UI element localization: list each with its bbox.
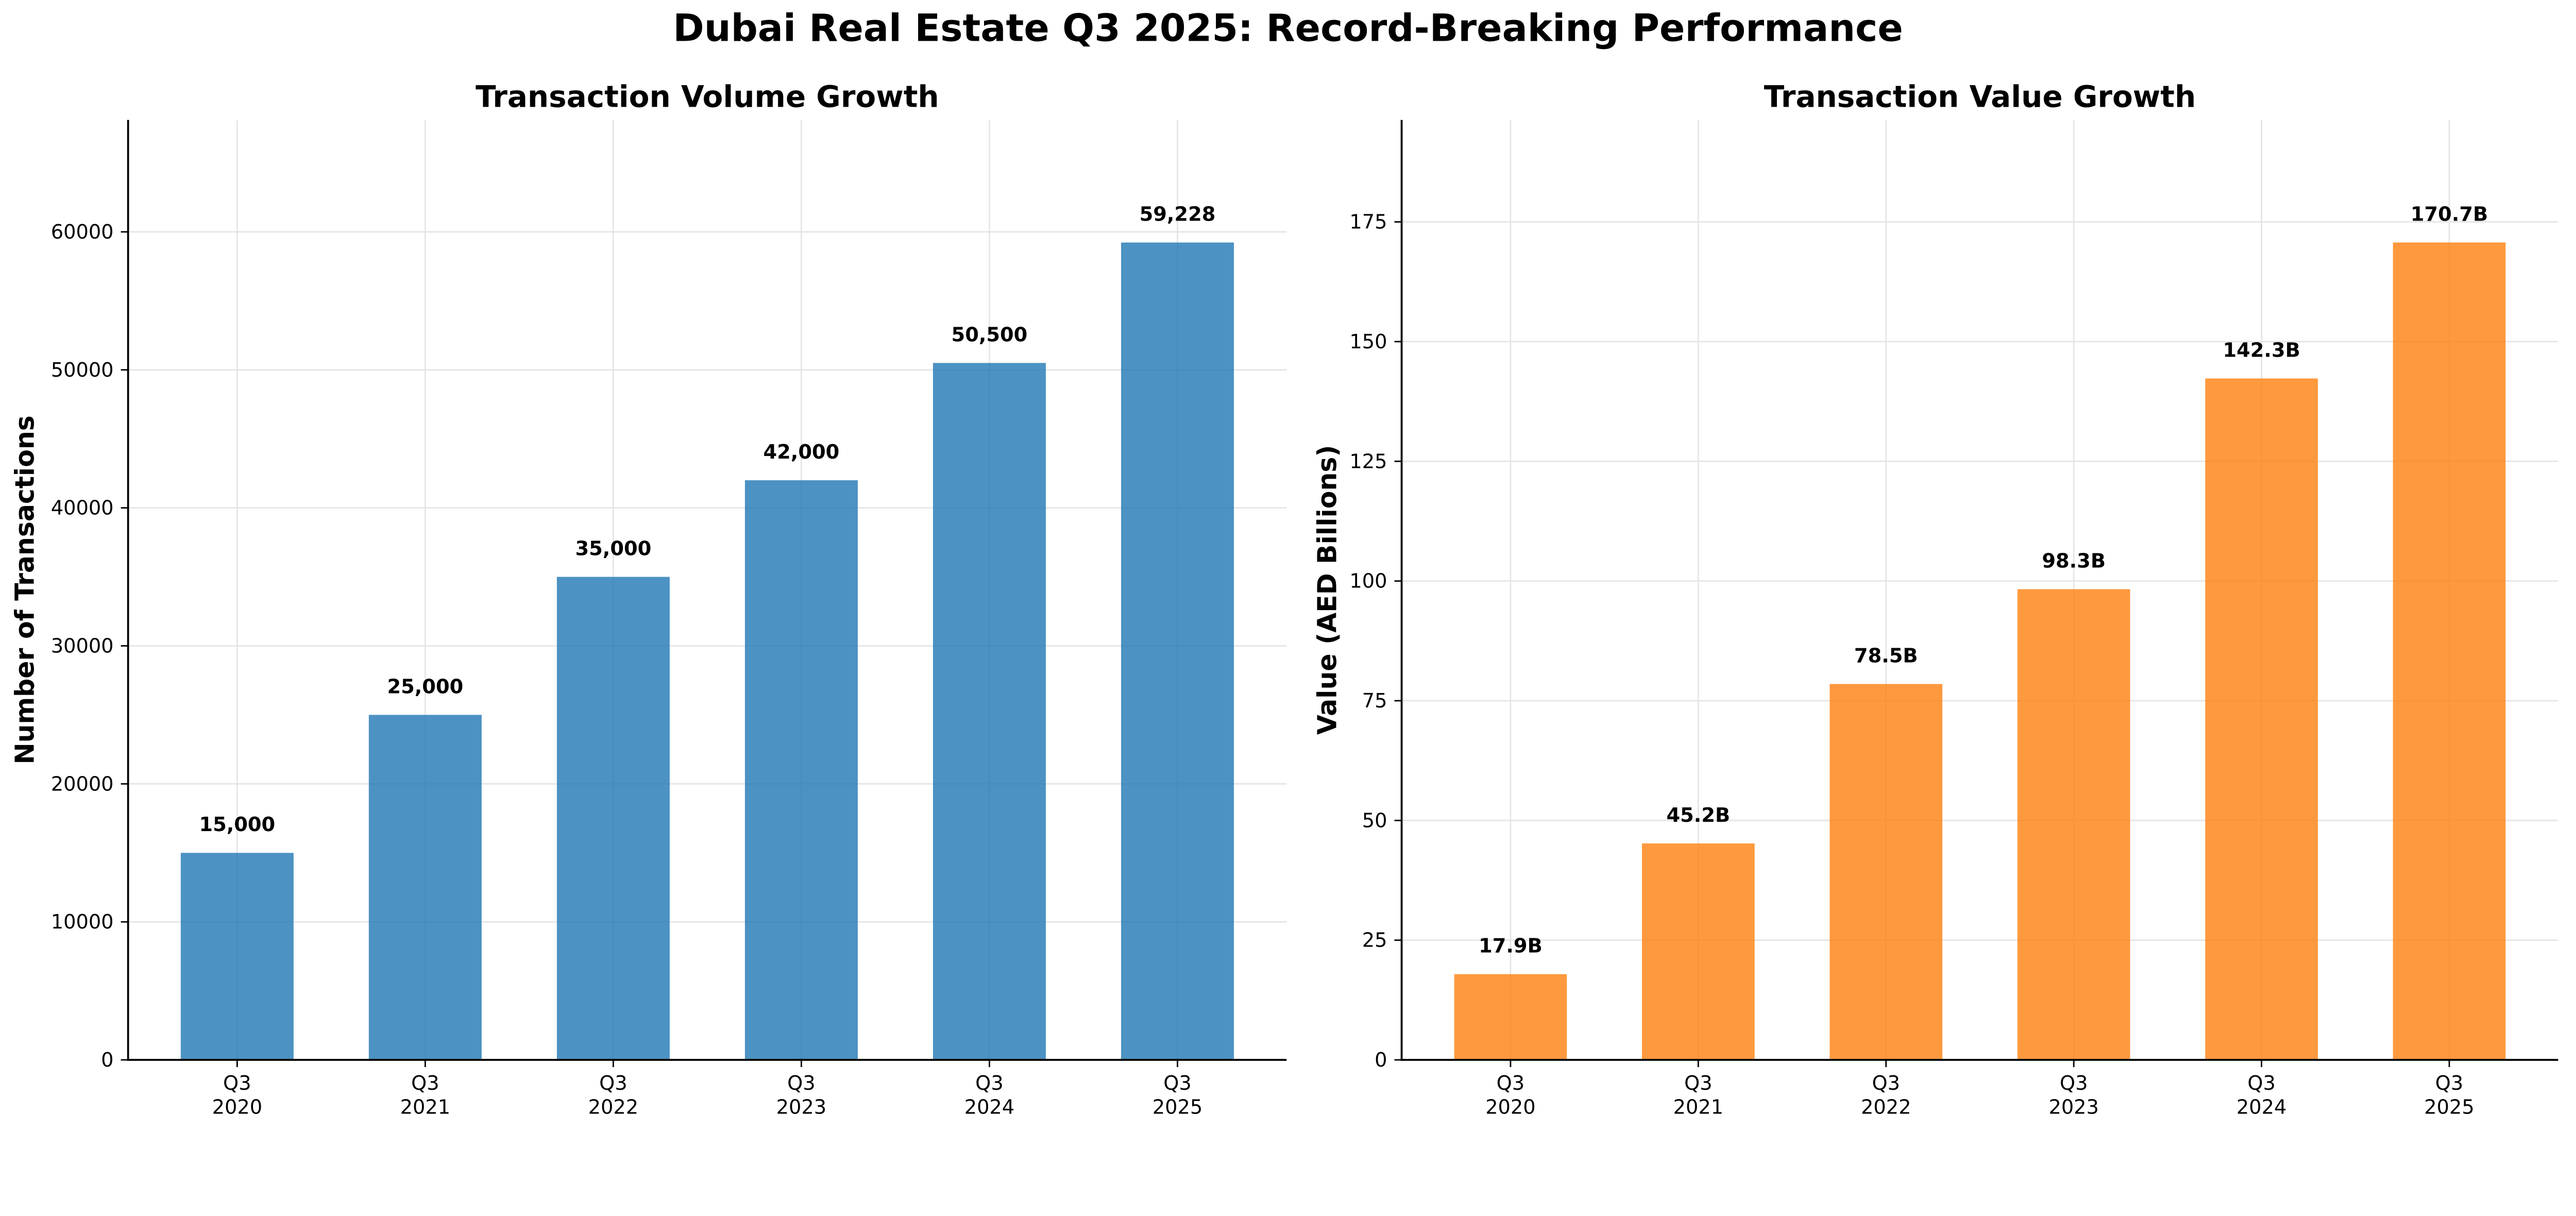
value-data-label: 170.7B [2411, 203, 2488, 226]
volume-bar [1121, 242, 1234, 1060]
value-data-label: 78.5B [1854, 644, 1918, 667]
volume-x-tick-label-line: Q3 [411, 1072, 439, 1095]
value-y-tick-label: 150 [1349, 330, 1387, 353]
volume-x-tick-label-line: Q3 [1163, 1072, 1192, 1095]
volume-y-tick-label: 20000 [51, 772, 114, 796]
volume-bar [933, 363, 1046, 1060]
volume-x-tick-label-line: 2024 [964, 1096, 1014, 1119]
value-bar [2205, 378, 2318, 1060]
value-y-tick-label: 100 [1349, 570, 1387, 593]
volume-chart-title: Transaction Volume Growth [476, 79, 939, 114]
value-data-label: 45.2B [1667, 804, 1731, 827]
volume-x-tick-label: Q3 2020 [212, 1072, 262, 1119]
volume-bar [368, 715, 482, 1060]
value-x-tick-label-line: Q3 [1684, 1072, 1713, 1095]
volume-y-tick-label: 50000 [51, 359, 114, 382]
value-bar [1454, 974, 1567, 1060]
value-x-tick-label-line: Q3 [2060, 1072, 2088, 1095]
volume-data-label: 25,000 [387, 675, 463, 698]
value-chart: Transaction Value Growth Value (AED Bill… [1312, 79, 2558, 1119]
volume-x-tick-label-line: 2022 [588, 1096, 638, 1119]
volume-x-tick-label-line: 2025 [1153, 1096, 1202, 1119]
value-chart-title: Transaction Value Growth [1764, 79, 2196, 114]
volume-x-tick-label-line: 2023 [776, 1096, 826, 1119]
value-x-tick-label: Q3 2024 [2236, 1072, 2286, 1119]
value-bar [1642, 843, 1755, 1060]
value-x-tick-label: Q3 2021 [1673, 1072, 1723, 1119]
figure-suptitle: Dubai Real Estate Q3 2025: Record-Breaki… [673, 6, 1903, 50]
value-x-tick-label-line: Q3 [2435, 1072, 2464, 1095]
value-y-tick-label: 175 [1349, 211, 1387, 234]
value-bar [2017, 589, 2130, 1060]
value-data-label: 17.9B [1479, 935, 1543, 958]
volume-x-tick-label-line: Q3 [787, 1072, 816, 1095]
value-x-tick-label-line: Q3 [2247, 1072, 2276, 1095]
value-x-tick-label-line: 2022 [1861, 1096, 1911, 1119]
value-x-tick-label: Q3 2022 [1861, 1072, 1911, 1119]
value-x-tick-label-line: Q3 [1497, 1072, 1525, 1095]
volume-x-tick-label: Q3 2025 [1153, 1072, 1202, 1119]
value-x-tick-label-line: Q3 [1872, 1072, 1901, 1095]
value-x-tick-label-line: 2024 [2236, 1096, 2286, 1119]
volume-x-tick-label: Q3 2022 [588, 1072, 638, 1119]
value-bar [1829, 684, 1943, 1060]
value-y-tick-label: 50 [1362, 809, 1387, 832]
volume-y-tick-label: 10000 [51, 910, 114, 934]
value-y-tick-label: 0 [1375, 1049, 1387, 1072]
value-x-tick-label: Q3 2020 [1485, 1072, 1535, 1119]
volume-data-label: 50,500 [952, 323, 1028, 346]
value-y-tick-label: 75 [1362, 689, 1387, 713]
value-y-tick-label: 125 [1349, 450, 1387, 473]
volume-data-label: 59,228 [1140, 203, 1216, 226]
value-x-tick-label: Q3 2025 [2424, 1072, 2474, 1119]
value-data-label: 98.3B [2042, 549, 2106, 572]
figure: Dubai Real Estate Q3 2025: Record-Breaki… [9, 6, 2558, 1119]
volume-bar [744, 480, 858, 1060]
volume-data-label: 15,000 [199, 813, 275, 836]
value-x-tick-label-line: 2025 [2424, 1096, 2474, 1119]
volume-chart: Transaction Volume Growth Number of Tran… [9, 79, 1287, 1119]
value-x-tick-label: Q3 2023 [2048, 1072, 2098, 1119]
volume-y-tick-label: 40000 [51, 497, 114, 520]
volume-data-label: 35,000 [575, 537, 651, 561]
volume-data-label: 42,000 [764, 441, 840, 464]
value-y-tick-label: 25 [1362, 929, 1387, 952]
value-bar [2393, 242, 2506, 1060]
volume-x-tick-label-line: Q3 [599, 1072, 628, 1095]
volume-x-tick-label: Q3 2023 [776, 1072, 826, 1119]
volume-bar [180, 853, 294, 1060]
volume-x-tick-label-line: Q3 [975, 1072, 1004, 1095]
volume-x-tick-label-line: 2021 [400, 1096, 450, 1119]
volume-bar [556, 577, 670, 1060]
value-x-tick-label-line: 2020 [1485, 1096, 1535, 1119]
volume-y-tick-label: 60000 [51, 221, 114, 244]
volume-x-tick-label-line: 2020 [212, 1096, 262, 1119]
value-y-axis-label: Value (AED Billions) [1312, 445, 1342, 735]
volume-x-tick-label: Q3 2024 [964, 1072, 1014, 1119]
value-x-tick-label-line: 2023 [2048, 1096, 2098, 1119]
volume-x-tick-label-line: Q3 [223, 1072, 251, 1095]
volume-x-tick-label: Q3 2021 [400, 1072, 450, 1119]
value-data-label: 142.3B [2223, 339, 2300, 362]
volume-y-axis-label: Number of Transactions [9, 415, 40, 764]
volume-y-tick-label: 0 [101, 1049, 113, 1072]
value-x-tick-label-line: 2021 [1673, 1096, 1723, 1119]
volume-y-tick-label: 30000 [51, 635, 114, 658]
